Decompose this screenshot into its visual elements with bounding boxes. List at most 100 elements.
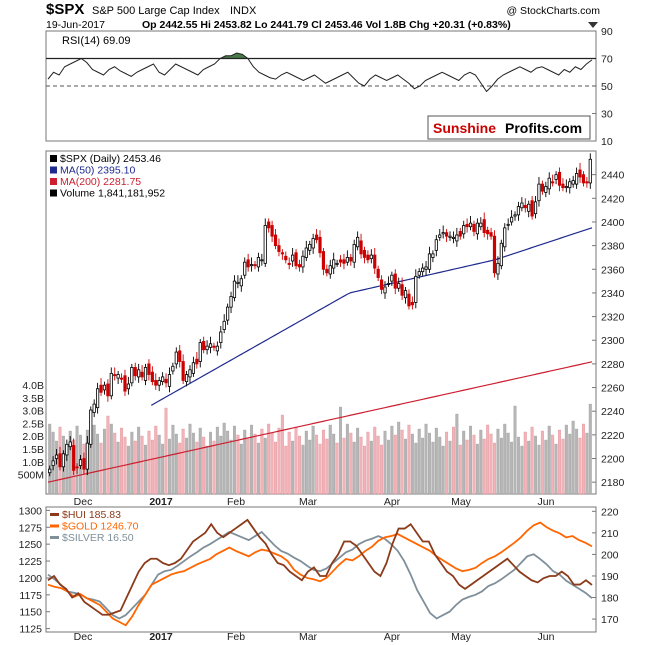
candle-body — [479, 222, 483, 228]
metals-right-tick-label: 200 — [601, 549, 619, 561]
price-legend-swatch — [50, 155, 57, 162]
candle-body — [509, 216, 514, 223]
price-tick-label: 2320 — [601, 312, 625, 324]
candle-body — [321, 251, 326, 270]
volume-bar — [376, 435, 380, 495]
candle-body — [202, 341, 206, 351]
candle-body — [516, 206, 521, 216]
price-tick-label: 2400 — [601, 217, 625, 229]
candle-body — [137, 369, 141, 378]
volume-bar — [256, 442, 260, 495]
volume-bar — [414, 442, 418, 495]
candle-body — [506, 223, 510, 226]
volume-bar — [516, 436, 520, 495]
candle-body — [277, 245, 281, 252]
candle-body — [496, 262, 500, 275]
candle-body — [482, 219, 486, 234]
volume-bar — [339, 406, 342, 495]
candle-body — [198, 342, 202, 362]
candle-body — [585, 181, 589, 184]
volume-tick-label: 1.5B — [22, 444, 44, 456]
series-line-hui — [47, 518, 593, 616]
x-label-metals: Feb — [227, 631, 245, 643]
candle-body — [222, 320, 226, 330]
volume-bar — [106, 415, 110, 495]
rsi-tick-label: 50 — [601, 81, 613, 93]
candle-body — [318, 236, 322, 254]
volume-bar — [438, 436, 442, 495]
candle-body — [311, 238, 315, 249]
metals-right-tick-label: 210 — [601, 528, 619, 540]
candle-body — [314, 234, 319, 241]
candle-body — [78, 459, 83, 467]
candle-body — [287, 262, 291, 265]
x-label-price: Apr — [384, 496, 401, 508]
volume-bar — [404, 438, 407, 495]
candle-body — [212, 345, 216, 348]
candle-body — [523, 205, 527, 209]
candle-body — [174, 351, 178, 365]
volume-bar — [451, 426, 455, 495]
volume-bar — [325, 438, 329, 495]
volume-bar — [167, 438, 171, 495]
candle-body — [284, 255, 288, 261]
candle-body — [472, 223, 476, 232]
volume-bar — [205, 445, 209, 495]
x-label-price: Mar — [299, 496, 318, 508]
volume-bar — [527, 440, 531, 495]
volume-bar — [363, 445, 366, 495]
volume-bar — [150, 439, 154, 495]
volume-bar — [315, 434, 319, 495]
candle-body — [54, 454, 59, 459]
volume-bar — [513, 405, 517, 495]
volume-tick-label: 4.0B — [22, 380, 44, 392]
candle-body — [133, 367, 137, 377]
candle-body — [246, 259, 250, 268]
candle-body — [263, 225, 267, 264]
volume-bar — [270, 432, 274, 495]
candle-body — [116, 374, 120, 379]
candle-body — [547, 177, 551, 190]
volume-bar — [328, 424, 332, 495]
volume-bar — [359, 436, 363, 495]
candle-body — [438, 234, 442, 238]
volume-bar — [397, 421, 401, 495]
candle-body — [308, 244, 312, 251]
volume-bar — [140, 435, 144, 495]
metals-legend: $HUI 185.83$GOLD 1246.70$SILVER 16.50 — [50, 509, 139, 544]
candle-body — [448, 235, 452, 238]
candle-body — [102, 384, 107, 391]
metals-right-tick-label: 190 — [601, 571, 619, 583]
candle-body — [167, 374, 172, 387]
candle-body — [492, 235, 497, 274]
price-tick-label: 2380 — [601, 241, 625, 253]
candle-body — [147, 363, 151, 375]
volume-bar — [181, 428, 185, 495]
volume-bar — [585, 432, 589, 495]
source-label: @ StockCharts.com — [506, 5, 600, 17]
candle-body — [451, 236, 456, 239]
candle-body — [181, 361, 185, 381]
volume-bar — [540, 430, 544, 495]
volume-bar — [561, 438, 565, 495]
volume-bar — [318, 443, 322, 495]
volume-bar — [308, 439, 312, 495]
volume-bar — [68, 430, 72, 495]
candle-body — [171, 365, 175, 372]
x-label-price: 2017 — [149, 496, 173, 508]
volume-bar — [575, 428, 579, 495]
rsi-tick-label: 10 — [601, 136, 613, 148]
volume-bar — [202, 436, 206, 495]
candle-body — [157, 380, 161, 386]
metals-legend-item: $SILVER 16.50 — [62, 532, 134, 544]
metals-right-tick-label: 170 — [601, 614, 619, 626]
collapse-arrow-icon[interactable] — [588, 22, 598, 28]
volume-bar — [294, 426, 298, 495]
volume-bar — [547, 425, 551, 495]
candle-body — [89, 409, 93, 445]
volume-bar — [236, 434, 240, 495]
candle-body — [421, 267, 425, 273]
volume-bar — [431, 441, 435, 495]
